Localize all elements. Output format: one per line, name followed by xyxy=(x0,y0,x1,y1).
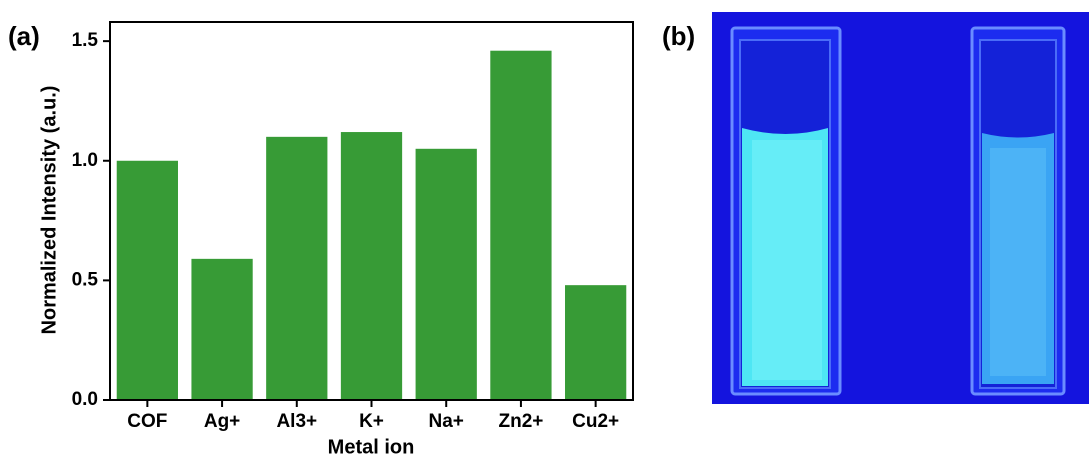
bar xyxy=(490,51,551,400)
photo xyxy=(712,12,1089,404)
x-tick-label: COF xyxy=(127,411,167,432)
x-axis-label: Metal ion xyxy=(328,436,415,457)
panel-label: (a) xyxy=(8,21,40,51)
bar xyxy=(266,137,327,400)
y-axis-label: Normalized Intensity (a.u.) xyxy=(38,86,60,335)
panel-label: (b) xyxy=(662,21,695,51)
y-tick-label: 1.0 xyxy=(72,150,98,171)
y-tick-label: 0.0 xyxy=(72,389,98,410)
y-tick-label: 1.5 xyxy=(72,30,99,51)
bar xyxy=(341,132,402,400)
x-tick-label: Na+ xyxy=(429,411,464,432)
bar xyxy=(565,285,626,400)
bar xyxy=(416,149,477,400)
y-tick-label: 0.5 xyxy=(72,269,99,290)
x-tick-label: Cu2+ xyxy=(572,411,619,432)
figure: (a) (b) Normalized Intensity (a.u.) Meta… xyxy=(0,0,1089,457)
x-tick-label: Zn2+ xyxy=(498,411,543,432)
bar xyxy=(117,161,178,400)
x-tick-label: K+ xyxy=(359,411,384,432)
x-tick-label: Ag+ xyxy=(204,411,240,432)
bar xyxy=(191,259,252,400)
x-tick-label: Al3+ xyxy=(276,411,317,432)
